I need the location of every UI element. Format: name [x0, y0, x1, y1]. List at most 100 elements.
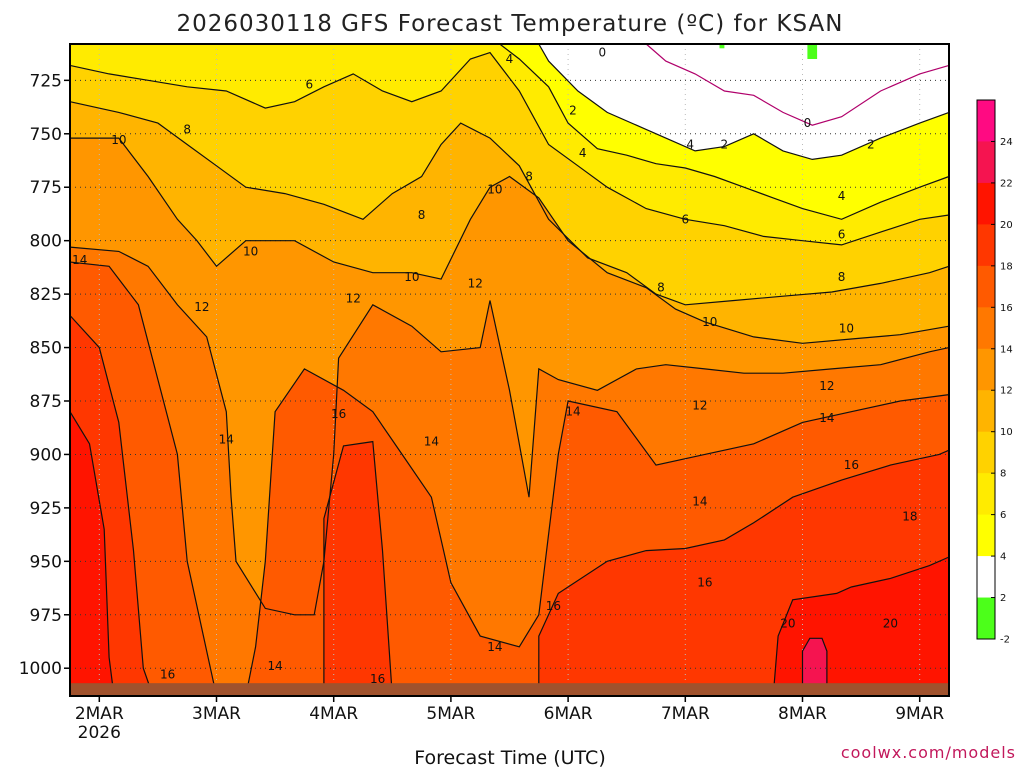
isotherm-14-7 [245, 368, 950, 697]
contour-label-16: 6 [838, 227, 846, 241]
contour-label-43: 14 [267, 659, 282, 673]
colorbar-bin-20 [977, 141, 995, 184]
contour-label-17: 10 [243, 244, 258, 258]
isotherm-18-2 [772, 556, 950, 697]
colorbar-bin-16 [977, 224, 995, 267]
contour-label-38: 16 [546, 599, 561, 613]
dotted-gridlines [70, 44, 949, 696]
colorbar-tick-label-6: 6 [1000, 510, 1006, 521]
colorbar-frame [976, 99, 996, 640]
x-tick-sublabel-2MAR: 2026 [78, 723, 121, 743]
contour-label-28: 12 [692, 398, 707, 412]
contour-label-5: 10 [111, 133, 126, 147]
x-tick-label-4MAR: 4MAR [309, 704, 358, 724]
y-tick-label-725: 725 [30, 71, 62, 91]
contour-label-33: 14 [424, 435, 439, 449]
x-tick-label-2MAR: 2MAR [75, 704, 124, 724]
ground-surface [70, 683, 949, 696]
y-tick-label-975: 975 [30, 606, 62, 626]
contour-label-39: 20 [780, 616, 795, 630]
contour-label-22: 8 [657, 281, 665, 295]
colorbar-tick-label-10: 10 [1000, 427, 1013, 438]
x-tick-label-3MAR: 3MAR [192, 704, 241, 724]
isotherm-2-13 [538, 43, 950, 161]
colorbar-tick-label-18: 18 [1000, 261, 1013, 272]
fill-band-18-0 [70, 411, 114, 696]
colorbar-bin-12 [977, 307, 995, 350]
fill-band-neg2-1 [719, 44, 725, 49]
colorbar-tick-label--2: -2 [1000, 635, 1010, 646]
x-tick-label-6MAR: 6MAR [544, 704, 593, 724]
contour-label-18: 14 [72, 253, 87, 267]
contour-label-9: 2 [721, 137, 729, 151]
colorbar-bin--2 [977, 556, 995, 599]
y-tick-label-800: 800 [30, 232, 62, 252]
colorbar-tick-label-2: 2 [1000, 593, 1006, 604]
colorbar-bin--6 [977, 597, 995, 640]
contour-label-8: 4 [686, 137, 694, 151]
colorbar-tick-label-24: 24 [1000, 137, 1013, 148]
colorbar-bin-6 [977, 431, 995, 474]
isotherm-4-12 [499, 43, 950, 220]
colorbar-bin-10 [977, 348, 995, 391]
contour-label-6: 8 [183, 123, 191, 137]
contour-label-40: 20 [883, 616, 898, 630]
contour-label-2: 2 [569, 103, 577, 117]
contour-label-4: 0 [804, 116, 812, 130]
y-tick-label-775: 775 [30, 178, 62, 198]
fill-band-16-1 [323, 441, 393, 696]
x-tick-label-5MAR: 5MAR [426, 704, 475, 724]
y-tick-label-875: 875 [30, 392, 62, 412]
y-tick-label-825: 825 [30, 285, 62, 305]
y-tick-label-950: 950 [30, 552, 62, 572]
contour-label-44: 16 [370, 672, 385, 686]
plot-frame [69, 43, 950, 697]
colorbar-bin-4 [977, 473, 995, 516]
contour-label-35: 14 [692, 494, 707, 508]
contour-label-21: 12 [468, 276, 483, 290]
x-axis-label: Forecast Time (UTC) [414, 747, 605, 768]
contour-label-26: 10 [839, 321, 854, 335]
colorbar-bin-2 [977, 514, 995, 557]
site-credit: coolwx.com/models [841, 743, 1016, 762]
contour-label-13: 4 [838, 189, 846, 203]
colorbar-bin-18 [977, 182, 995, 225]
colorbar-tick-label-4: 4 [1000, 552, 1006, 563]
chart-title: 2026030118 GFS Forecast Temperature (ºC)… [177, 11, 844, 37]
isotherm-16-4 [323, 440, 393, 697]
isotherm-14-6 [69, 261, 218, 697]
contour-label-36: 18 [902, 509, 917, 523]
isotherm-6-11 [69, 51, 950, 246]
contour-label-10: 2 [867, 137, 875, 151]
contour-label-11: 8 [525, 170, 533, 184]
isotherm-12-8 [69, 246, 950, 616]
x-tick-label-7MAR: 7MAR [661, 704, 710, 724]
pressure-axis: 725 750 775 800 825 850 875 900 925 950 975 1000 [19, 71, 70, 679]
isotherm-10-9 [70, 137, 950, 344]
fill-band-16-2 [70, 450, 949, 696]
colorbar-bin-22 [977, 100, 995, 142]
contour-label-12: 10 [487, 182, 502, 196]
contour-label-30: 16 [331, 407, 346, 421]
colorbar: 24 22 20 18 16 14 12 10 8 6 4 2 -2 [976, 99, 1013, 646]
contour-label-19: 10 [404, 270, 419, 284]
temperature-fill-layers [70, 44, 949, 697]
contour-label-42: 16 [160, 668, 175, 682]
colorbar-bin-8 [977, 390, 995, 433]
contour-label-37: 16 [697, 576, 712, 590]
contour-label-25: 10 [702, 315, 717, 329]
contour-label-3: 0 [598, 46, 606, 60]
y-tick-label-750: 750 [30, 125, 62, 145]
fill-band-20-0 [802, 638, 827, 696]
contour-label-23: 12 [194, 300, 209, 314]
colorbar-tick-label-22: 22 [1000, 178, 1013, 189]
colorbar-bin-14 [977, 265, 995, 308]
y-tick-label-925: 925 [30, 499, 62, 519]
contour-label-32: 14 [219, 432, 234, 446]
contour-label-15: 6 [681, 212, 689, 226]
contour-label-7: 4 [579, 146, 587, 160]
